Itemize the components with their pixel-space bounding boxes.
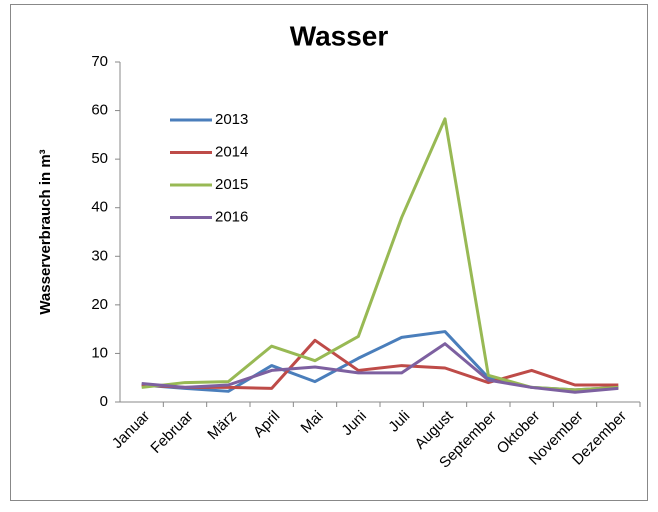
chart-border bbox=[10, 4, 648, 501]
y-tick-label: 20 bbox=[91, 296, 108, 313]
legend-label: 2014 bbox=[215, 143, 248, 160]
y-tick-label: 60 bbox=[91, 102, 108, 119]
y-tick-label: 70 bbox=[91, 53, 108, 70]
y-axis-label: Wasserverbrauch in m³ bbox=[37, 149, 54, 314]
y-tick-label: 40 bbox=[91, 199, 108, 216]
y-tick-label: 0 bbox=[100, 393, 108, 410]
series-line bbox=[141, 338, 619, 390]
y-tick-label: 50 bbox=[91, 150, 108, 167]
chart-title: Wasser bbox=[290, 20, 389, 51]
y-tick-label: 10 bbox=[91, 344, 108, 361]
legend-label: 2015 bbox=[215, 176, 248, 193]
legend-label: 2013 bbox=[215, 111, 248, 128]
y-tick-label: 30 bbox=[91, 247, 108, 264]
legend-label: 2016 bbox=[215, 208, 248, 225]
series-line bbox=[141, 342, 619, 394]
